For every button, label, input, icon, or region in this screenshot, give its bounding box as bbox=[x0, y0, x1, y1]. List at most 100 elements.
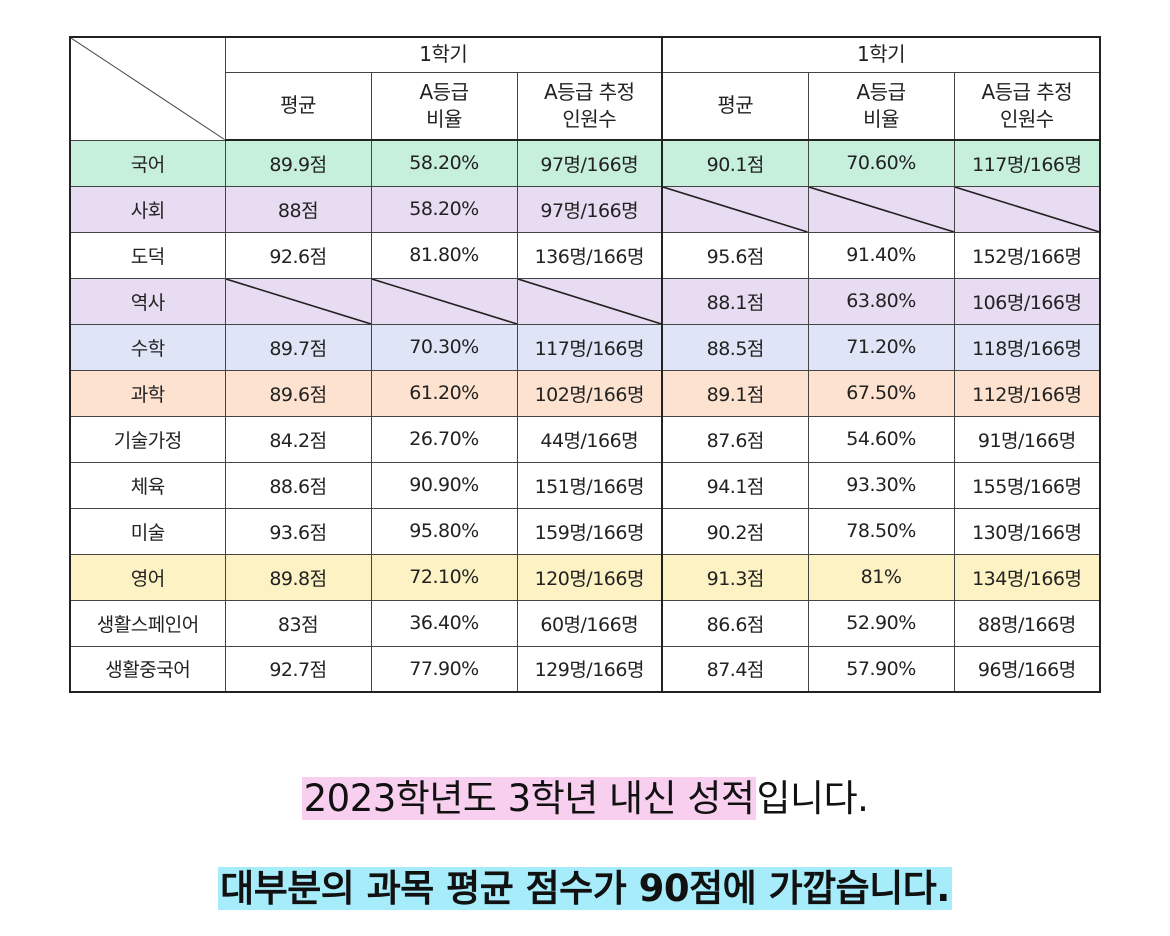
a-grade-count-cell: 151명/166명 bbox=[516, 461, 663, 509]
empty-cell bbox=[370, 277, 518, 325]
column-header: A등급 추정 인원수 bbox=[516, 71, 663, 141]
a-grade-ratio-cell: 70.60% bbox=[807, 139, 955, 187]
table-row: 영어 89.8점 72.10% 120명/166명 91.3점 81% 134명/166명 bbox=[69, 553, 1101, 601]
a-grade-ratio-cell: 93.30% bbox=[807, 461, 955, 509]
subject-cell: 역사 bbox=[69, 277, 226, 325]
a-grade-count-cell: 102명/166명 bbox=[516, 369, 663, 417]
a-grade-ratio-cell: 77.90% bbox=[370, 645, 518, 693]
column-header-line2: 비율 bbox=[426, 106, 462, 131]
column-header: A등급 비율 bbox=[370, 71, 518, 141]
a-grade-ratio-cell: 61.20% bbox=[370, 369, 518, 417]
average-cell: 90.1점 bbox=[661, 139, 809, 187]
caption-line-2: 대부분의 과목 평균 점수가 90점에 가깝습니다. bbox=[0, 858, 1170, 912]
diagonal-line bbox=[955, 187, 1100, 232]
average-cell: 87.4점 bbox=[661, 645, 809, 693]
table-row: 미술 93.6점 95.80% 159명/166명 90.2점 78.50% 130명/16… bbox=[69, 507, 1101, 555]
a-grade-count-cell: 120명/166명 bbox=[516, 553, 663, 601]
a-grade-ratio-cell: 71.20% bbox=[807, 323, 955, 371]
diagonal-line bbox=[226, 279, 371, 324]
a-grade-count-cell: 152명/166명 bbox=[953, 231, 1101, 279]
a-grade-ratio-cell: 72.10% bbox=[370, 553, 518, 601]
a-grade-ratio-cell: 81.80% bbox=[370, 231, 518, 279]
a-grade-count-cell: 117명/166명 bbox=[953, 139, 1101, 187]
table-row: 사회 88점 58.20% 97명/166명 bbox=[69, 185, 1101, 233]
empty-cell bbox=[516, 277, 663, 325]
average-cell: 89.6점 bbox=[224, 369, 372, 417]
average-cell: 84.2점 bbox=[224, 415, 372, 463]
subject-cell: 생활스페인어 bbox=[69, 599, 226, 647]
column-header-line1: 평균 bbox=[280, 93, 316, 118]
table-row: 생활스페인어 83점 36.40% 60명/166명 86.6점 52.90% 88명/16… bbox=[69, 599, 1101, 647]
a-grade-ratio-cell: 26.70% bbox=[370, 415, 518, 463]
a-grade-ratio-cell: 67.50% bbox=[807, 369, 955, 417]
subject-cell: 과학 bbox=[69, 369, 226, 417]
column-header: A등급 비율 bbox=[807, 71, 955, 141]
column-header-line1: A등급 bbox=[856, 79, 906, 104]
a-grade-ratio-cell: 70.30% bbox=[370, 323, 518, 371]
grade-table-body: 국어 89.9점 58.20% 97명/166명 90.1점 70.60% 117명/166… bbox=[69, 139, 1101, 693]
a-grade-count-cell: 155명/166명 bbox=[953, 461, 1101, 509]
column-header-line1: 평균 bbox=[717, 93, 754, 118]
a-grade-ratio-cell: 54.60% bbox=[807, 415, 955, 463]
a-grade-count-cell: 91명/166명 bbox=[953, 415, 1101, 463]
a-grade-ratio-cell: 63.80% bbox=[807, 277, 955, 325]
subject-cell: 미술 bbox=[69, 507, 226, 555]
column-header: 평균 bbox=[224, 71, 372, 141]
column-header: A등급 추정 인원수 bbox=[953, 71, 1101, 141]
average-cell: 88.6점 bbox=[224, 461, 372, 509]
a-grade-count-cell: 96명/166명 bbox=[953, 645, 1101, 693]
column-header-line2: 비율 bbox=[863, 106, 899, 131]
column-header-line1: A등급 bbox=[419, 79, 469, 104]
subject-cell: 국어 bbox=[69, 139, 226, 187]
empty-cell bbox=[661, 185, 809, 233]
a-grade-count-cell: 97명/166명 bbox=[516, 185, 663, 233]
subject-cell: 생활중국어 bbox=[69, 645, 226, 693]
average-cell: 86.6점 bbox=[661, 599, 809, 647]
diagonal-line bbox=[518, 279, 662, 324]
average-cell: 88.1점 bbox=[661, 277, 809, 325]
column-header-line2: 인원수 bbox=[999, 106, 1054, 131]
a-grade-ratio-cell: 58.20% bbox=[370, 185, 518, 233]
average-cell: 89.8점 bbox=[224, 553, 372, 601]
corner-header-cell bbox=[69, 36, 226, 141]
table-row: 생활중국어 92.7점 77.90% 129명/166명 87.4점 57.90% 96명/… bbox=[69, 645, 1101, 693]
average-cell: 95.6점 bbox=[661, 231, 809, 279]
diagonal-line bbox=[663, 187, 808, 232]
average-cell: 89.9점 bbox=[224, 139, 372, 187]
table-row: 과학 89.6점 61.20% 102명/166명 89.1점 67.50% 112명/16… bbox=[69, 369, 1101, 417]
a-grade-count-cell: 129명/166명 bbox=[516, 645, 663, 693]
a-grade-ratio-cell: 81% bbox=[807, 553, 955, 601]
average-cell: 89.7점 bbox=[224, 323, 372, 371]
subject-cell: 도덕 bbox=[69, 231, 226, 279]
average-cell: 83점 bbox=[224, 599, 372, 647]
average-cell: 90.2점 bbox=[661, 507, 809, 555]
a-grade-ratio-cell: 57.90% bbox=[807, 645, 955, 693]
a-grade-count-cell: 106명/166명 bbox=[953, 277, 1101, 325]
semester-header: 1학기 bbox=[661, 36, 1101, 73]
subject-cell: 사회 bbox=[69, 185, 226, 233]
diagonal-line bbox=[372, 279, 517, 324]
average-cell: 94.1점 bbox=[661, 461, 809, 509]
average-cell: 91.3점 bbox=[661, 553, 809, 601]
a-grade-count-cell: 44명/166명 bbox=[516, 415, 663, 463]
subject-cell: 기술가정 bbox=[69, 415, 226, 463]
a-grade-count-cell: 117명/166명 bbox=[516, 323, 663, 371]
average-cell: 93.6점 bbox=[224, 507, 372, 555]
caption-highlight-cyan: 대부분의 과목 평균 점수가 90점에 가깝습니다. bbox=[218, 867, 952, 910]
diagonal-line bbox=[809, 187, 954, 232]
corner-diagonal-line bbox=[71, 38, 225, 140]
a-grade-count-cell: 60명/166명 bbox=[516, 599, 663, 647]
column-header-line2: 인원수 bbox=[562, 106, 617, 131]
a-grade-count-cell: 134명/166명 bbox=[953, 553, 1101, 601]
caption-text: 입니다. bbox=[756, 777, 869, 820]
caption-highlight-pink: 2023학년도 3학년 내신 성적 bbox=[301, 777, 757, 820]
table-row: 수학 89.7점 70.30% 117명/166명 88.5점 71.20% 118명/16… bbox=[69, 323, 1101, 371]
a-grade-ratio-cell: 90.90% bbox=[370, 461, 518, 509]
table-row: 국어 89.9점 58.20% 97명/166명 90.1점 70.60% 117명/166… bbox=[69, 139, 1101, 187]
caption-line-1: 2023학년도 3학년 내신 성적입니다. bbox=[0, 768, 1170, 822]
a-grade-count-cell: 112명/166명 bbox=[953, 369, 1101, 417]
grade-table: 1학기 1학기 평균 A등급 비율 A등급 추정 인원수 평균 A등급 비율 A등급 … bbox=[69, 36, 1102, 693]
empty-cell bbox=[807, 185, 955, 233]
a-grade-ratio-cell: 52.90% bbox=[807, 599, 955, 647]
a-grade-count-cell: 88명/166명 bbox=[953, 599, 1101, 647]
